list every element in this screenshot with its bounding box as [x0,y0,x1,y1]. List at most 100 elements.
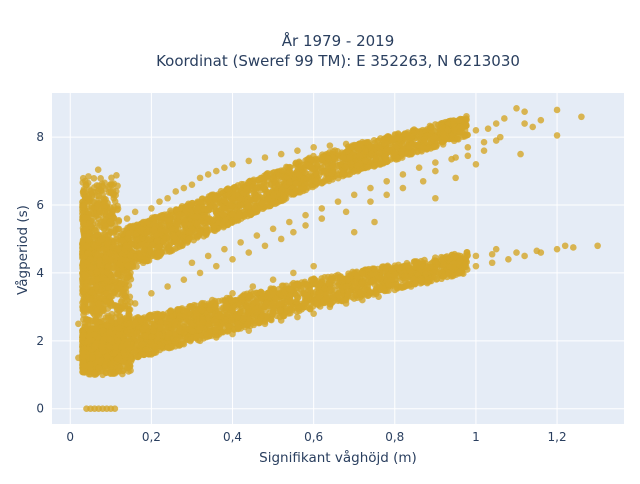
data-point [420,144,427,151]
data-point [399,142,406,149]
data-point [229,211,236,218]
data-point [357,161,364,168]
chart-title: År 1979 - 2019 [282,31,395,50]
data-point [280,194,287,201]
data-point [241,291,248,298]
data-point [301,290,308,297]
data-point [245,203,252,210]
data-point [259,200,266,207]
data-point [463,113,470,120]
data-point [164,211,171,218]
data-point [365,164,372,171]
data-point [293,180,300,187]
data-point [356,153,363,160]
data-point [112,192,119,199]
data-point [276,181,283,188]
data-point [212,194,219,201]
data-point [183,319,190,326]
data-point [137,242,144,249]
data-point [247,196,254,203]
data-point [451,118,458,125]
data-point [312,178,319,185]
data-point [384,135,391,142]
data-point [319,155,326,162]
data-point [221,197,228,204]
data-point [251,322,258,329]
data-point [330,148,337,155]
data-point [173,206,180,213]
data-point [296,172,303,179]
data-point [372,155,379,162]
data-point [91,175,98,182]
data-point [162,227,169,234]
data-point [96,193,103,200]
data-point [330,163,337,170]
data-point [283,304,290,311]
data-point [280,167,287,174]
data-point [195,204,202,211]
data-point [418,277,425,284]
data-point [382,158,389,165]
data-point [213,207,220,214]
data-point [101,226,108,233]
data-point [325,155,332,162]
data-point [149,242,156,249]
data-point [93,227,100,234]
data-point [353,142,360,149]
data-point [431,134,438,141]
data-point [113,172,120,179]
data-point [101,180,108,187]
data-point [213,201,220,208]
data-point [237,202,244,209]
data-point [98,219,105,226]
data-point [286,179,293,186]
data-point [191,214,198,221]
data-point [268,317,275,324]
data-point [210,227,217,234]
data-point [235,324,242,331]
data-point [321,178,328,185]
data-point [431,144,438,151]
data-point [281,174,288,181]
data-point [308,157,315,164]
data-point [228,203,235,210]
data-point [134,354,141,361]
data-point [362,148,369,155]
data-point [80,220,87,227]
data-point [151,227,158,234]
data-point [310,166,317,173]
data-point [220,211,227,218]
data-point [376,145,383,152]
data-point [408,150,415,157]
data-point [228,297,235,304]
data-point [372,162,379,169]
data-point [79,204,86,211]
data-point [386,147,393,154]
data-point [109,181,116,188]
data-point [340,154,347,161]
data-point [101,197,108,204]
data-point [228,218,235,225]
data-point [143,229,150,236]
data-point [265,195,272,202]
data-point [173,337,180,344]
data-point [189,200,196,207]
data-point [137,253,144,260]
data-point [156,331,163,338]
data-point [243,187,250,194]
data-point [226,188,233,195]
data-point [414,149,421,156]
data-point [454,134,461,141]
data-point [262,175,269,182]
data-point [198,218,205,225]
data-point [240,181,247,188]
data-point [160,238,167,245]
data-point [320,168,327,175]
data-point [219,221,226,228]
data-point [346,154,353,161]
data-point [112,198,119,205]
data-point [252,205,259,212]
data-point [95,166,102,173]
